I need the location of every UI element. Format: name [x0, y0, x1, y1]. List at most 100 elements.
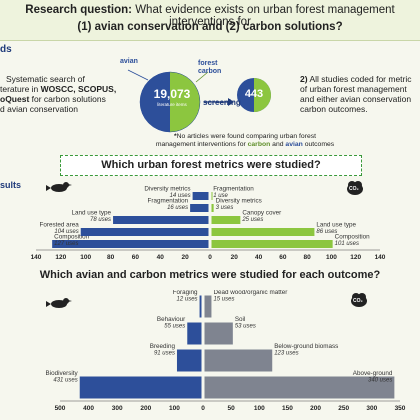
right-tick-5: 300: [366, 405, 377, 412]
right-tick-5: 120: [350, 254, 361, 260]
avian-uses-0: 127 uses: [54, 241, 78, 247]
left-tick-5: 0: [201, 405, 205, 412]
left-tick-1: 400: [83, 405, 94, 412]
right-tick-0: 50: [228, 405, 236, 412]
carbon-bar-1: [212, 228, 315, 236]
coding-note-line4: carbon outcomes.: [300, 104, 420, 114]
carbon-label-2: Soil: [235, 316, 246, 323]
right-tick-1: 40: [255, 254, 263, 260]
methods-databases: WOSCC, SCOPUS,: [41, 84, 117, 94]
footnote-line2-post: outcomes: [303, 141, 334, 148]
carbon-uses-3: 3 uses: [216, 205, 234, 211]
avian-label-4: Diversity metrics: [144, 186, 190, 193]
carbon-uses-4: 1 use: [213, 193, 228, 199]
avian-bar-2: [113, 216, 208, 224]
forest-carbon-label: forest carbon: [198, 60, 228, 76]
methods-line2-pre: terature in: [0, 84, 41, 94]
left-tick-5: 40: [157, 254, 165, 260]
carbon-uses-1: 123 uses: [274, 351, 298, 357]
carbon-uses-1: 86 uses: [316, 229, 337, 235]
left-tick-3: 80: [107, 254, 115, 260]
right-tick-1: 100: [254, 405, 265, 412]
avian-carbon-metrics-chart: Biodiversity431 uses Breeding91 uses Behav…: [0, 290, 420, 420]
coding-note-number: 2): [300, 74, 308, 84]
carbon-label-0: Composition: [335, 234, 370, 241]
carbon-bar-1: [205, 350, 273, 372]
carbon-bar-0: [205, 377, 395, 399]
avian-uses-0: 431 uses: [53, 378, 77, 384]
coding-note-line2: of urban forest management: [300, 84, 420, 94]
total-records-count: 19,073: [142, 87, 202, 101]
avian-bar-3: [190, 204, 208, 212]
avian-label: avian: [120, 58, 138, 65]
left-tick-3: 200: [140, 405, 151, 412]
coding-note-line3: and either avian conservation: [300, 94, 420, 104]
footnote-line2-mid: and: [270, 141, 285, 148]
avian-label-2: Land use type: [71, 210, 111, 217]
avian-uses-3: 16 uses: [167, 205, 188, 211]
research-question-label: Research question:: [25, 4, 132, 16]
avian-label-1: Breeding: [150, 343, 176, 350]
avian-uses-2: 78 uses: [90, 217, 111, 223]
avian-bar-1: [177, 350, 202, 372]
left-tick-2: 300: [112, 405, 123, 412]
avian-bar-0: [80, 377, 202, 399]
carbon-uses-0: 101 uses: [335, 241, 359, 247]
avian-label-1: Forested area: [40, 222, 80, 229]
avian-uses-4: 14 uses: [170, 193, 191, 199]
avian-bar-3: [200, 296, 202, 318]
right-tick-0: 20: [231, 254, 239, 260]
carbon-bar-2: [212, 216, 241, 224]
avian-label-3: Foraging: [173, 290, 198, 296]
coding-note: 2) All studies coded for metric of urban…: [300, 74, 420, 114]
total-records-caption: literature items: [142, 102, 202, 107]
carbon-bar-0: [212, 240, 333, 248]
right-tick-4: 100: [326, 254, 337, 260]
left-tick-2: 100: [80, 254, 91, 260]
carbon-uses-2: 53 uses: [235, 324, 256, 330]
carbon-label-3: Dead wood/organic matter: [213, 290, 287, 296]
carbon-label-2: Canopy cover: [242, 210, 281, 217]
right-tick-2: 60: [279, 254, 287, 260]
avian-label-2: Behaviour: [157, 316, 185, 323]
left-tick-6: 20: [182, 254, 190, 260]
avian-label-0: Biodiversity: [46, 370, 79, 377]
footnote-line2-pre: management interventions for: [156, 141, 248, 148]
methods-proquest: oQuest: [0, 94, 29, 104]
right-tick-4: 250: [338, 405, 349, 412]
avian-pointer: [128, 70, 148, 80]
footnote: *No articles were found comparing urban …: [140, 133, 350, 149]
carbon-label-0: Above-ground: [353, 370, 393, 377]
carbon-uses-0: 340 uses: [368, 378, 392, 384]
methods-line4: d avian conservation: [0, 104, 78, 114]
avian-bar-4: [193, 192, 209, 200]
screened-count: 443: [236, 88, 272, 100]
left-tick-1: 120: [55, 254, 66, 260]
avian-uses-1: 91 uses: [154, 351, 175, 357]
right-tick-6: 140: [375, 254, 386, 260]
footnote-carbon: carbon: [248, 141, 271, 148]
avian-uses-2: 55 uses: [164, 324, 185, 330]
carbon-uses-3: 15 uses: [213, 297, 234, 303]
carbon-label-1: Below-ground biomass: [274, 343, 338, 350]
section2-title: Which avian and carbon metrics were stud…: [30, 266, 390, 285]
coding-note-line1: All studies coded for metric: [309, 74, 411, 84]
left-tick-4: 60: [132, 254, 140, 260]
carbon-bar-3: [205, 296, 212, 318]
methods-heading: ds: [0, 44, 12, 55]
research-question-line2: (1) avian conservation and (2) carbon so…: [0, 21, 420, 33]
avian-uses-1: 104 uses: [54, 229, 78, 235]
right-tick-6: 350: [395, 405, 406, 412]
left-tick-0: 500: [55, 405, 66, 412]
carbon-label-4: Fragmentation: [213, 186, 254, 193]
right-tick-3: 200: [310, 405, 321, 412]
left-tick-7: 0: [208, 254, 212, 260]
avian-uses-3: 12 uses: [177, 297, 198, 303]
avian-bar-2: [187, 323, 201, 345]
section1-title: Which urban forest metrics were studied?: [60, 155, 362, 176]
carbon-bar-2: [205, 323, 233, 345]
footnote-line1: No articles were found comparing urban f…: [177, 133, 316, 140]
avian-bar-1: [81, 228, 209, 236]
carbon-bar-3: [212, 204, 214, 212]
